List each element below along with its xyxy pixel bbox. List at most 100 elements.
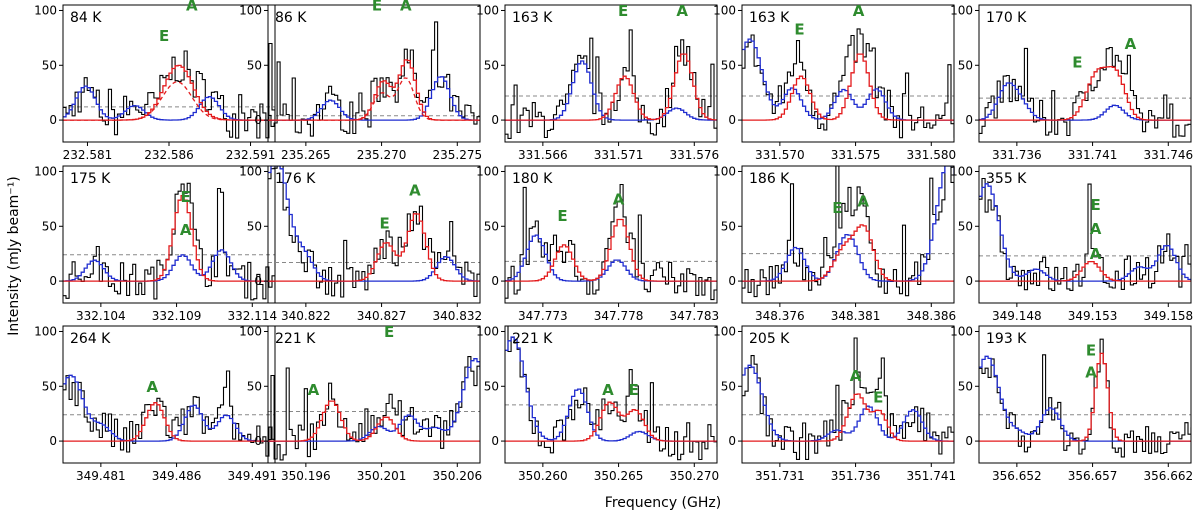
other-species-model bbox=[63, 85, 275, 121]
temperature-label: 355 K bbox=[986, 171, 1027, 187]
y-tick-label: 0 bbox=[254, 274, 262, 288]
transition-label: A bbox=[180, 221, 192, 239]
x-tick-label: 351.741 bbox=[906, 469, 956, 483]
x-tick-label: 347.778 bbox=[594, 309, 644, 323]
y-tick-label: 100 bbox=[239, 3, 262, 17]
x-tick-label: 351.731 bbox=[755, 469, 805, 483]
transition-label: E bbox=[629, 381, 639, 399]
x-tick-label: 331.576 bbox=[669, 148, 719, 162]
y-tick-label: 50 bbox=[958, 219, 973, 233]
y-tick-label: 50 bbox=[484, 219, 499, 233]
y-tick-label: 50 bbox=[247, 219, 262, 233]
spectrum-panel: 0 50 100 331.736 331.741 331.746 170 K E A bbox=[950, 3, 1193, 162]
panel-frame bbox=[267, 4, 481, 143]
transition-label: A bbox=[853, 2, 865, 20]
observed-spectrum bbox=[979, 177, 1191, 292]
panel-frame bbox=[267, 325, 481, 464]
transition-label: E bbox=[159, 27, 169, 45]
other-species-model bbox=[268, 166, 480, 282]
x-tick-label: 331.736 bbox=[992, 148, 1042, 162]
x-tick-label: 348.376 bbox=[755, 309, 805, 323]
model-spectrum bbox=[63, 402, 275, 442]
x-tick-label: 347.773 bbox=[518, 309, 568, 323]
panel-frame bbox=[978, 325, 1192, 464]
spectrum-panel: 0 50 100 350.260 350.265 350.270 221 K A E bbox=[476, 324, 719, 483]
model-spectrum bbox=[268, 213, 480, 282]
panel-frame bbox=[504, 325, 718, 464]
y-tick-label: 50 bbox=[42, 219, 57, 233]
model-spectrum-dashed bbox=[63, 81, 275, 121]
observed-spectrum bbox=[742, 166, 954, 298]
temperature-label: 221 K bbox=[512, 331, 553, 347]
spectrum-panel: 0 50 100 356.652 356.657 356.662 193 K EA bbox=[950, 324, 1193, 483]
temperature-label: 180 K bbox=[512, 171, 553, 187]
x-tick-label: 232.591 bbox=[226, 148, 276, 162]
y-tick-label: 0 bbox=[728, 113, 736, 127]
temperature-label: 221 K bbox=[275, 331, 316, 347]
observed-spectrum bbox=[505, 29, 717, 139]
x-tick-label: 340.832 bbox=[432, 309, 482, 323]
model-spectrum bbox=[63, 194, 275, 282]
y-tick-label: 0 bbox=[965, 434, 973, 448]
x-tick-label: 332.114 bbox=[227, 309, 277, 323]
y-tick-label: 100 bbox=[950, 164, 973, 178]
model-spectrum bbox=[742, 224, 954, 282]
x-tick-label: 351.736 bbox=[831, 469, 881, 483]
y-tick-label: 100 bbox=[950, 3, 973, 17]
model-spectrum bbox=[979, 352, 1191, 442]
y-tick-label: 0 bbox=[49, 434, 57, 448]
transition-label: A bbox=[1090, 245, 1102, 263]
model-spectrum bbox=[268, 400, 480, 442]
transition-label: A bbox=[308, 381, 320, 399]
model-spectrum bbox=[979, 260, 1191, 282]
y-tick-label: 100 bbox=[34, 164, 57, 178]
y-tick-label: 0 bbox=[965, 113, 973, 127]
observed-spectrum bbox=[505, 326, 717, 461]
observed-spectrum bbox=[268, 21, 480, 137]
transition-label: A bbox=[602, 381, 614, 399]
panel-frame bbox=[741, 325, 955, 464]
transition-label: E bbox=[1086, 342, 1096, 360]
spectrum-panel: 0 50 100 235.265 235.270 235.275 86 K E A bbox=[239, 0, 482, 162]
x-tick-label: 331.571 bbox=[594, 148, 644, 162]
y-axis-label: Intensity (mJy beam⁻¹) bbox=[6, 176, 22, 336]
transition-label: E bbox=[1072, 53, 1082, 71]
spectrum-panel: 0 50 100 350.196 350.201 350.206 221 K A E bbox=[239, 323, 482, 483]
y-tick-label: 50 bbox=[484, 58, 499, 72]
x-tick-label: 348.386 bbox=[906, 309, 956, 323]
x-tick-label: 331.566 bbox=[518, 148, 568, 162]
y-tick-label: 100 bbox=[950, 324, 973, 338]
transition-label: E bbox=[384, 323, 394, 341]
observed-spectrum bbox=[268, 166, 480, 298]
x-tick-label: 349.158 bbox=[1143, 309, 1193, 323]
other-species-model bbox=[268, 358, 480, 442]
transition-label: E bbox=[873, 389, 883, 407]
spectrum-panel: 0 50 100 340.822 340.827 340.832 176 K E A bbox=[239, 164, 482, 323]
x-tick-label: 350.260 bbox=[518, 469, 568, 483]
temperature-label: 193 K bbox=[986, 331, 1027, 347]
temperature-label: 175 K bbox=[70, 171, 111, 187]
panel-frame bbox=[62, 165, 276, 304]
x-tick-label: 350.265 bbox=[594, 469, 644, 483]
y-tick-label: 100 bbox=[713, 3, 736, 17]
y-tick-label: 100 bbox=[239, 324, 262, 338]
other-species-model bbox=[979, 183, 1191, 282]
panel-frame bbox=[62, 325, 276, 464]
panel-frame bbox=[741, 165, 955, 304]
y-tick-label: 50 bbox=[958, 379, 973, 393]
model-spectrum bbox=[979, 65, 1191, 121]
temperature-label: 170 K bbox=[986, 10, 1027, 26]
transition-label: E bbox=[832, 199, 842, 217]
x-tick-label: 235.270 bbox=[357, 148, 407, 162]
x-tick-label: 356.657 bbox=[1068, 469, 1118, 483]
x-tick-label: 348.381 bbox=[831, 309, 881, 323]
other-species-model bbox=[63, 249, 275, 282]
x-tick-label: 349.491 bbox=[227, 469, 277, 483]
y-tick-label: 50 bbox=[958, 58, 973, 72]
y-tick-label: 50 bbox=[721, 219, 736, 233]
temperature-label: 86 K bbox=[275, 10, 307, 26]
observed-spectrum bbox=[505, 183, 717, 301]
x-tick-label: 331.570 bbox=[755, 148, 805, 162]
